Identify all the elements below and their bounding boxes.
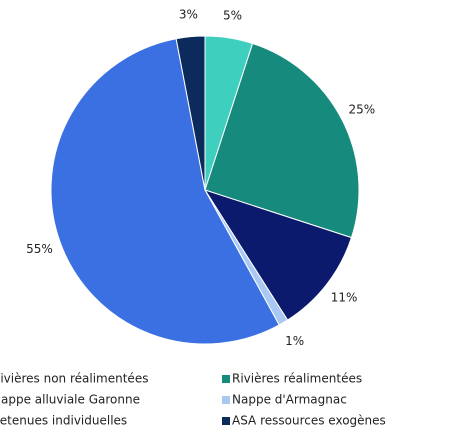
legend-swatch [222,417,230,425]
pie-slice [175,35,206,191]
legend-label: Rivières réalimentées [232,372,362,386]
pie-slice [203,189,353,321]
legend-swatch [222,375,230,383]
data-label: 1% [285,334,304,348]
pie-slice [50,38,280,345]
data-label: 5% [223,9,242,23]
pie-slice [204,42,360,239]
data-label: 55% [26,242,53,256]
data-label: 3% [179,7,198,21]
legend-label: Nappe alluviale Garonne [0,393,140,407]
legend-swatch [222,396,230,404]
data-label: 11% [331,290,358,304]
legend-label: ASA ressources exogènes [232,414,386,428]
legend-label: Nappe d'Armagnac [232,393,347,407]
data-label: 25% [348,103,375,117]
legend-label: Retenues individuelles [0,414,127,428]
legend-label: Rivières non réalimentées [0,372,148,386]
